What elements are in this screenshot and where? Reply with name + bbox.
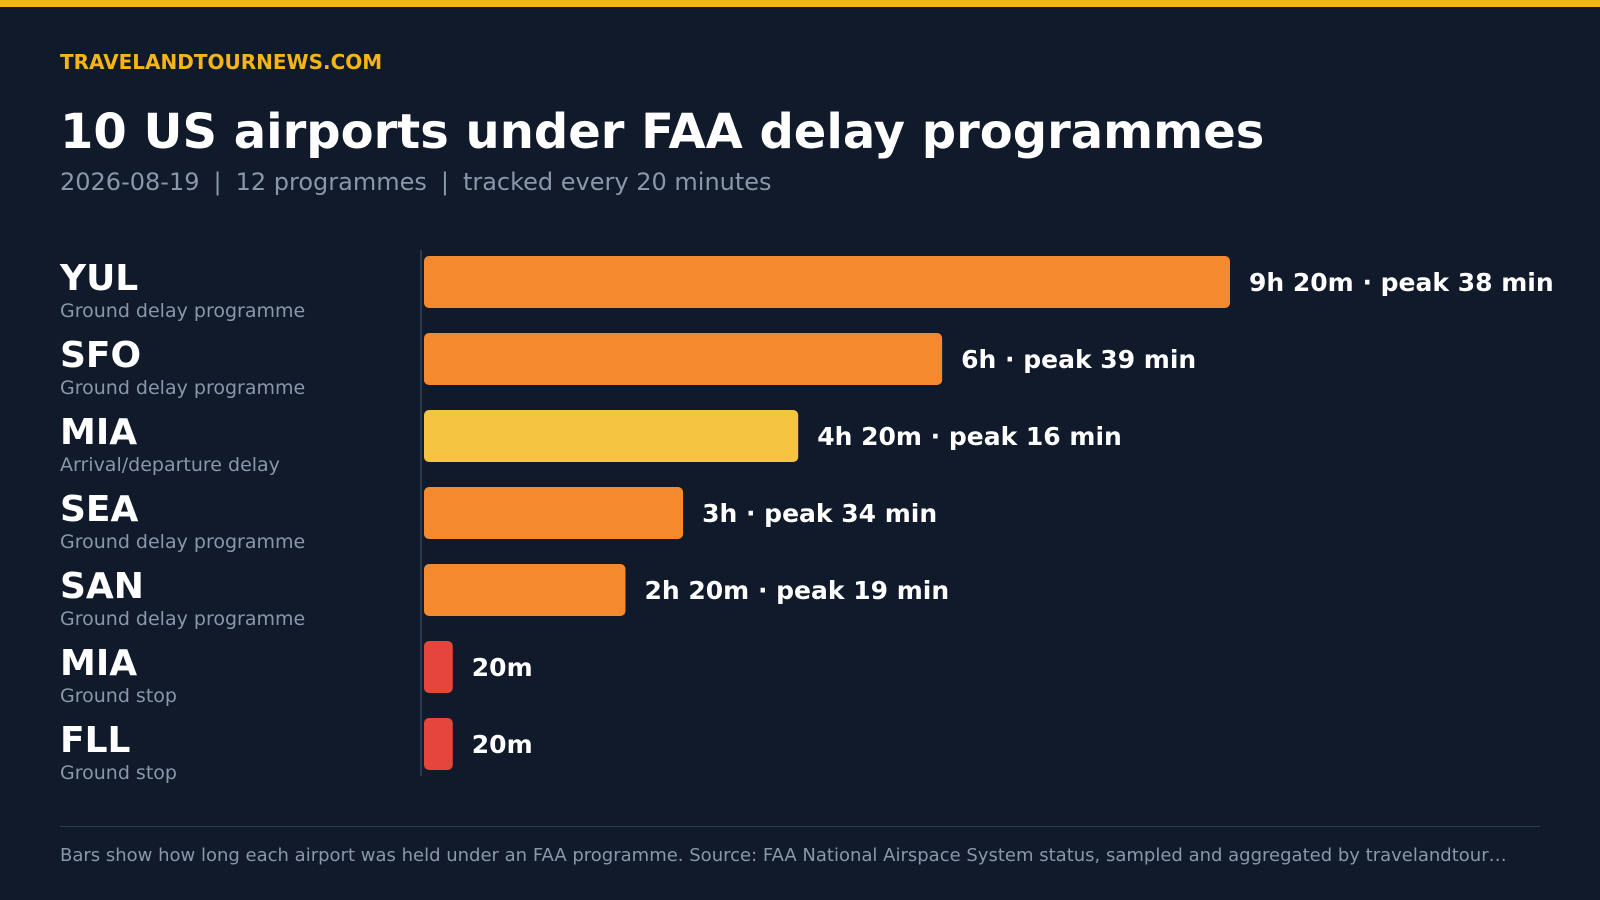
data-label: 9h 20m · peak 38 min	[1249, 268, 1554, 297]
bar	[424, 564, 626, 616]
duration-label: 9h 20m	[1249, 268, 1354, 297]
programme-type-label: Ground delay programme	[60, 531, 305, 553]
category-label: MIA	[60, 412, 137, 453]
data-label: 2h 20m · peak 19 min	[645, 576, 950, 605]
duration-label: 20m	[472, 730, 533, 759]
accent-top-bar	[0, 0, 1600, 7]
programme-type-label: Ground stop	[60, 685, 177, 707]
data-label: 20m	[472, 653, 533, 682]
category-label: YUL	[59, 258, 138, 299]
duration-label: 6h	[961, 345, 996, 374]
footer-source-note: Bars show how long each airport was held…	[60, 845, 1507, 866]
category-label: SFO	[60, 335, 141, 376]
programme-type-label: Ground delay programme	[60, 300, 305, 322]
peak-label: peak 16 min	[949, 422, 1122, 451]
category-label: SAN	[60, 566, 144, 607]
subtitle-date: 2026-08-19	[60, 168, 200, 196]
duration-label: 20m	[472, 653, 533, 682]
duration-label: 4h 20m	[817, 422, 922, 451]
peak-label: peak 19 min	[776, 576, 949, 605]
bar	[424, 718, 453, 770]
data-label: 3h · peak 34 min	[702, 499, 937, 528]
chart-title: 10 US airports under FAA delay programme…	[60, 104, 1265, 160]
label-separator: ·	[922, 422, 949, 451]
subtitle-programmes: 12 programmes	[235, 168, 427, 196]
programme-type-label: Ground delay programme	[60, 608, 305, 630]
category-label: FLL	[60, 720, 130, 761]
peak-label: peak 38 min	[1381, 268, 1554, 297]
peak-label: peak 34 min	[764, 499, 937, 528]
label-separator: ·	[737, 499, 764, 528]
programme-type-label: Ground delay programme	[60, 377, 305, 399]
category-label: SEA	[60, 489, 139, 530]
programme-type-label: Arrival/departure delay	[60, 454, 280, 476]
duration-label: 3h	[702, 499, 737, 528]
peak-label: peak 39 min	[1023, 345, 1196, 374]
subtitle-tracking: tracked every 20 minutes	[462, 168, 772, 196]
subtitle-separator: |	[440, 168, 449, 196]
subtitle-separator: |	[213, 168, 222, 196]
brand-name: TRAVELANDTOURNEWS.COM	[60, 50, 383, 74]
chart-subtitle: 2026-08-19 | 12 programmes | tracked every 2…	[60, 168, 772, 196]
bar	[424, 256, 1230, 308]
label-separator: ·	[996, 345, 1023, 374]
label-separator: ·	[749, 576, 776, 605]
label-separator: ·	[1354, 268, 1381, 297]
bar	[424, 333, 943, 385]
data-label: 4h 20m · peak 16 min	[817, 422, 1122, 451]
bar	[424, 487, 684, 539]
data-label: 20m	[472, 730, 533, 759]
bar	[424, 641, 453, 693]
footer-divider	[60, 826, 1540, 827]
category-label: MIA	[60, 643, 137, 684]
programme-type-label: Ground stop	[60, 762, 177, 784]
data-label: 6h · peak 39 min	[961, 345, 1196, 374]
bar	[424, 410, 799, 462]
duration-label: 2h 20m	[645, 576, 750, 605]
